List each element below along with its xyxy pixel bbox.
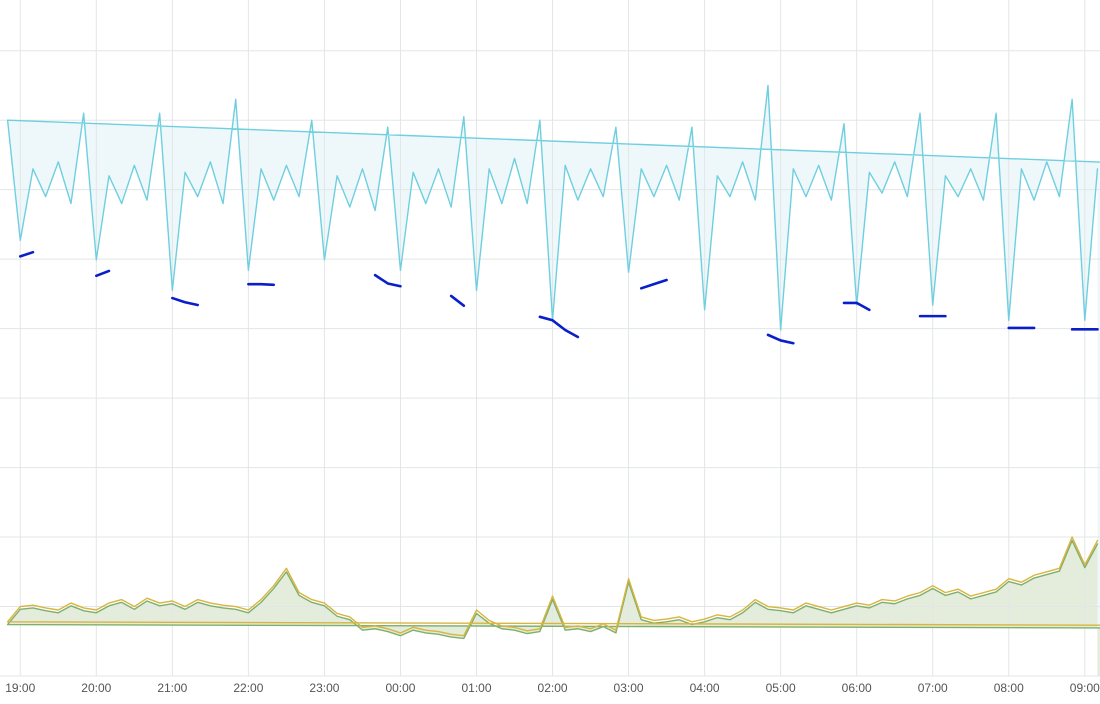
line xyxy=(373,273,402,288)
line xyxy=(6,539,1100,640)
x-tick-label: 08:00 xyxy=(994,681,1024,695)
x-tick-label: 05:00 xyxy=(766,681,796,695)
line xyxy=(247,282,276,287)
line xyxy=(639,278,668,290)
line xyxy=(449,294,466,307)
x-tick-label: 06:00 xyxy=(842,681,872,695)
x-tick-label: 19:00 xyxy=(5,681,35,695)
x-tick-label: 21:00 xyxy=(157,681,187,695)
x-tick-label: 03:00 xyxy=(614,681,644,695)
x-tick-label: 09:00 xyxy=(1070,681,1100,695)
line xyxy=(6,536,1100,637)
x-tick-label: 07:00 xyxy=(918,681,948,695)
x-tick-label: 00:00 xyxy=(385,681,415,695)
line xyxy=(766,333,795,345)
line xyxy=(6,84,1100,331)
x-tick-label: 01:00 xyxy=(461,681,491,695)
line xyxy=(171,296,199,307)
x-tick-label: 02:00 xyxy=(538,681,568,695)
x-tick-label: 20:00 xyxy=(81,681,111,695)
x-tick-label: 22:00 xyxy=(233,681,263,695)
area xyxy=(7,540,1100,676)
line xyxy=(842,301,871,312)
line xyxy=(18,250,35,258)
area xyxy=(7,85,1100,676)
x-tick-label: 04:00 xyxy=(690,681,720,695)
line xyxy=(538,315,580,339)
x-tick-label: 23:00 xyxy=(309,681,339,695)
line xyxy=(95,269,111,278)
